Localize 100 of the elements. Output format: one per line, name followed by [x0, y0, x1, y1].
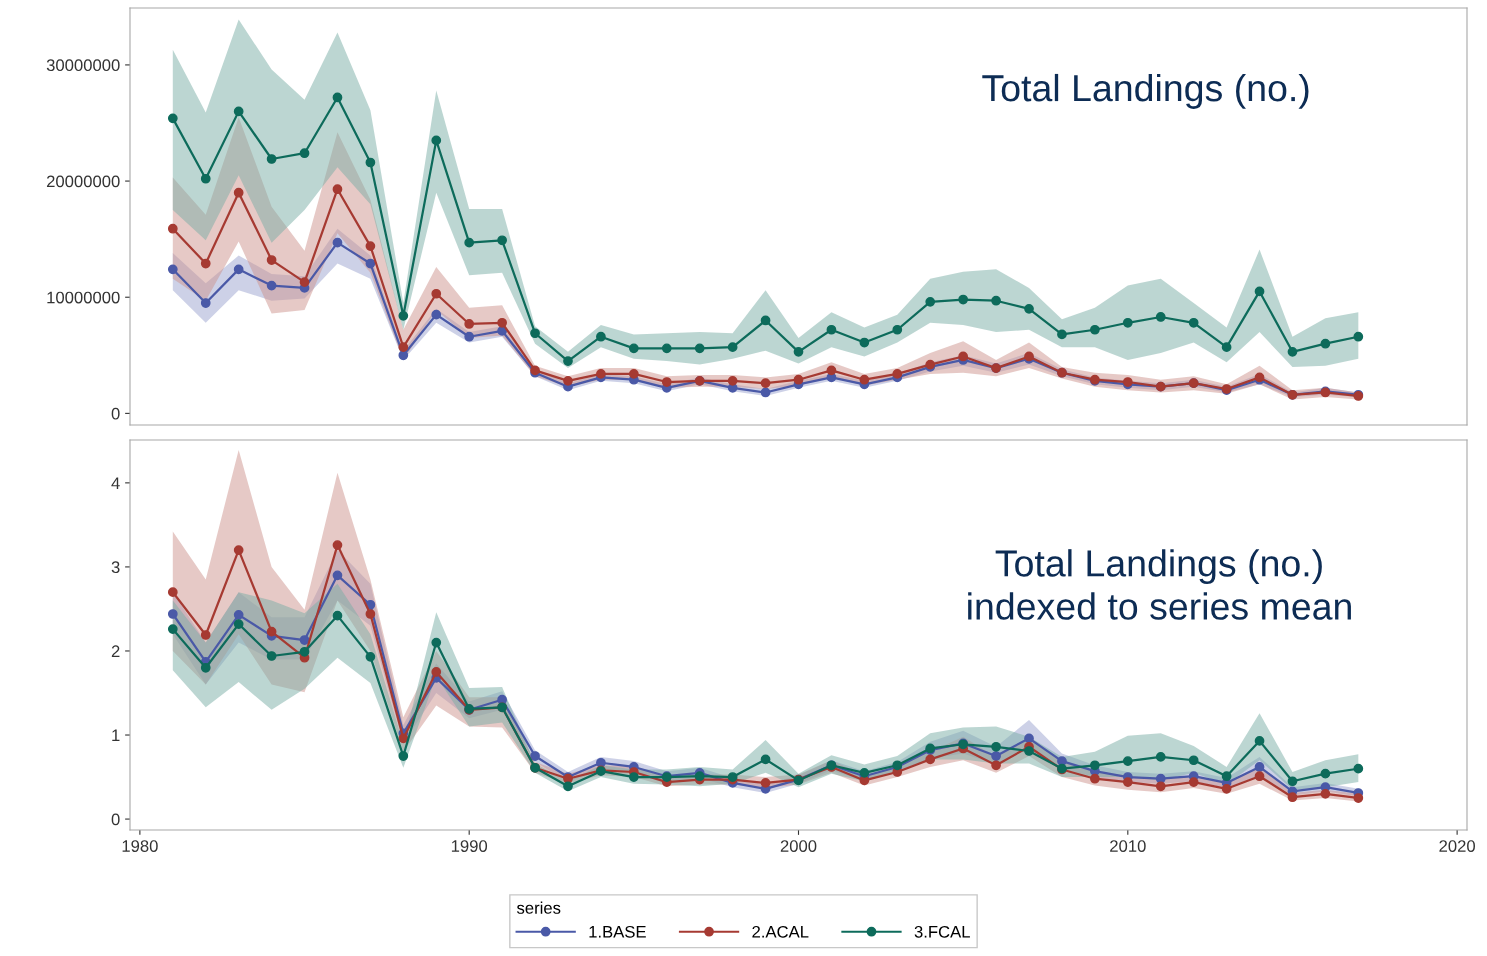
legend-title: series: [516, 901, 561, 914]
x-tick-label: 2020: [1439, 840, 1476, 852]
point: [1221, 342, 1232, 353]
point: [892, 324, 903, 335]
point: [200, 258, 211, 269]
point: [299, 277, 310, 287]
point: [1155, 781, 1166, 792]
point: [892, 369, 903, 379]
annotation: Total Landings (no.): [982, 73, 1309, 109]
point: [1353, 793, 1364, 803]
point: [167, 113, 178, 124]
point: [464, 331, 475, 342]
y-tick-label: 0: [111, 813, 120, 826]
point: [266, 280, 277, 291]
point: [431, 288, 442, 299]
point: [991, 760, 1001, 771]
point: [727, 342, 738, 353]
point: [563, 356, 573, 366]
point: [398, 310, 409, 321]
point: [1122, 317, 1133, 328]
point: [1254, 736, 1265, 746]
point: [1024, 303, 1034, 314]
point: [1287, 776, 1298, 787]
point: [596, 369, 606, 379]
point: [431, 135, 442, 146]
point: [628, 369, 639, 379]
point: [826, 324, 837, 335]
point: [365, 258, 376, 269]
legend-label: 2.ACAL: [752, 925, 809, 938]
point: [332, 92, 343, 103]
point: [200, 630, 211, 640]
point: [1090, 773, 1100, 784]
point: [991, 295, 1001, 306]
point: [1024, 746, 1034, 756]
point: [530, 328, 540, 339]
annotation: Total Landings (no.) indexed to series mean: [968, 549, 1351, 620]
y-tick-label: 2: [111, 645, 120, 658]
point: [332, 184, 343, 195]
point: [365, 651, 376, 662]
point: [299, 148, 310, 159]
point: [398, 733, 409, 744]
y-tick-label: 10000000: [47, 291, 120, 304]
point: [431, 637, 442, 648]
point: [1155, 312, 1166, 322]
point: [1320, 788, 1331, 799]
y-tick-label: 20000000: [46, 175, 120, 188]
point: [233, 106, 244, 117]
point: [233, 187, 244, 198]
point: [563, 375, 573, 386]
point: [859, 374, 870, 385]
point: [266, 651, 277, 661]
point: [1057, 329, 1067, 340]
point: [925, 297, 936, 307]
point: [431, 309, 442, 320]
point: [233, 619, 244, 629]
point: [1254, 286, 1265, 297]
point: [1254, 762, 1265, 772]
point: [793, 374, 804, 385]
point: [1155, 752, 1166, 762]
point: [398, 342, 409, 353]
legend-label: 1.BASE: [589, 925, 646, 938]
point: [661, 377, 672, 387]
point: [958, 294, 969, 305]
point: [1090, 324, 1100, 335]
point: [233, 609, 244, 620]
x-tick-label: 2000: [780, 840, 817, 852]
point: [398, 350, 409, 361]
point: [1090, 760, 1100, 771]
y-tick-label: 30000000: [46, 59, 120, 72]
point: [431, 667, 442, 677]
point: [760, 378, 771, 389]
point: [167, 587, 178, 597]
legend-label: 3.FCAL: [914, 925, 970, 938]
point: [299, 646, 310, 657]
point: [497, 317, 507, 328]
point: [332, 610, 343, 621]
point: [365, 157, 376, 168]
x-tick-label: 1980: [122, 840, 158, 852]
point: [167, 264, 178, 275]
point: [1254, 771, 1265, 782]
point: [167, 223, 178, 234]
point: [233, 264, 244, 275]
point: [1188, 777, 1199, 787]
point: [596, 757, 606, 768]
point: [596, 331, 606, 342]
point: [398, 751, 409, 761]
point: [167, 609, 178, 619]
point: [365, 609, 376, 619]
point: [826, 365, 837, 376]
point: [1287, 792, 1298, 803]
point: [793, 346, 804, 357]
point: [1320, 338, 1331, 349]
point: [1287, 346, 1298, 357]
point: [694, 343, 705, 354]
point: [991, 741, 1001, 752]
point: [727, 375, 738, 386]
point: [958, 351, 969, 362]
point: [266, 154, 277, 164]
x-tick-label: 2010: [1110, 840, 1146, 852]
point: [1353, 763, 1364, 774]
